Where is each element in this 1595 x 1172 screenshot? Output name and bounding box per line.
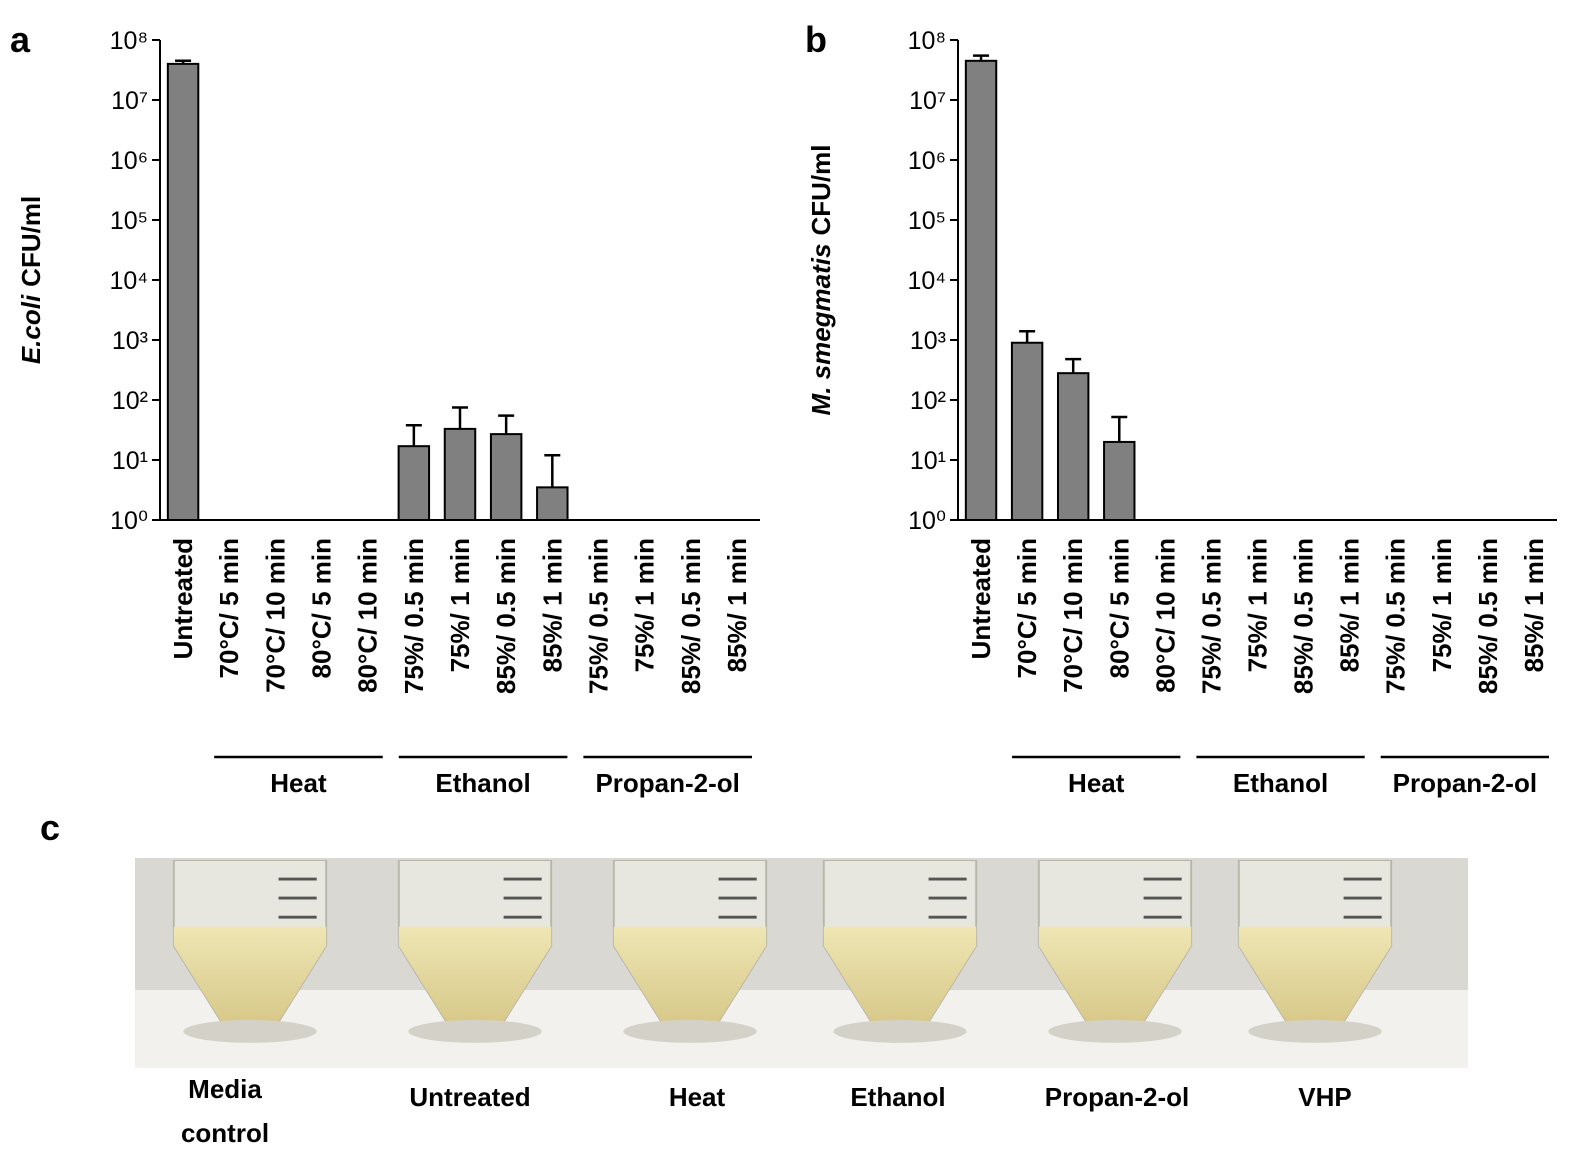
x-tick-label: 85%/ 1 min: [722, 538, 752, 672]
group-label: Ethanol: [1233, 768, 1328, 798]
x-tick-label: 75%/ 0.5 min: [1196, 538, 1226, 694]
y-axis-label: E.coli CFU/ml: [16, 196, 46, 364]
y-label-unit: CFU/ml: [16, 196, 46, 287]
y-tick-label: 10⁶: [908, 147, 946, 175]
y-tick-label: 10⁷: [111, 87, 148, 115]
y-label-species: M. smegmatis: [806, 244, 836, 416]
tube-label: Ethanol: [850, 1082, 945, 1112]
x-tick-label: 75%/ 0.5 min: [583, 538, 613, 694]
tube-label: Media control: [181, 1074, 269, 1148]
panel-label: a: [10, 19, 31, 60]
y-tick-label: 10⁷: [909, 87, 946, 115]
y-tick-label: 10⁴: [907, 267, 946, 295]
bar: [1056, 372, 1090, 522]
y-tick-label: 10²: [910, 387, 946, 415]
x-tick-label: 80°C/ 5 min: [1104, 538, 1134, 678]
x-tick-label: 80°C/ 10 min: [353, 538, 383, 693]
group-label: Propan-2-ol: [1393, 768, 1537, 798]
panel-label: b: [805, 19, 827, 60]
y-tick-label: 10⁰: [110, 507, 148, 535]
x-tick-label: 85%/ 1 min: [1335, 538, 1365, 672]
bar: [443, 427, 477, 521]
y-label-unit: CFU/ml: [806, 145, 836, 236]
x-tick-label: 75%/ 0.5 min: [399, 538, 429, 694]
x-tick-label: 85%/ 0.5 min: [1473, 538, 1503, 694]
x-tick-label: 85%/ 0.5 min: [491, 538, 521, 694]
x-tick-label: 75%/ 1 min: [445, 538, 475, 672]
x-tick-label: 70°C/ 5 min: [214, 538, 244, 678]
y-tick-label: 10³: [112, 327, 148, 355]
group-label: Propan-2-ol: [595, 768, 739, 798]
y-label-species: E.coli: [16, 294, 46, 364]
bar: [166, 62, 200, 521]
tube-label: VHP: [1298, 1082, 1351, 1112]
x-tick-label: 75%/ 0.5 min: [1381, 538, 1411, 694]
group-label: Heat: [1068, 768, 1125, 798]
y-tick-label: 10⁴: [109, 267, 148, 295]
x-tick-label: Untreated: [168, 538, 198, 659]
y-tick-label: 10⁸: [110, 27, 148, 55]
x-tick-label: 70°C/ 5 min: [1012, 538, 1042, 678]
bar: [397, 445, 431, 521]
bar: [1010, 341, 1044, 521]
x-tick-label: 70°C/ 10 min: [260, 538, 290, 693]
x-tick-label: 85%/ 0.5 min: [676, 538, 706, 694]
tube-rack: [135, 990, 1468, 1068]
x-tick-label: 85%/ 1 min: [1519, 538, 1549, 672]
bar: [964, 59, 998, 521]
bar: [536, 486, 569, 522]
x-tick-label: 70°C/ 10 min: [1058, 538, 1088, 693]
x-tick-label: 85%/ 1 min: [537, 538, 567, 672]
bar: [1103, 440, 1136, 521]
y-tick-label: 10¹: [910, 447, 946, 475]
panel-label: c: [40, 807, 60, 848]
y-tick-label: 10³: [910, 327, 946, 355]
x-tick-label: 80°C/ 5 min: [307, 538, 337, 678]
photo: [135, 858, 1468, 1068]
group-label: Heat: [270, 768, 327, 798]
tube-label-line: Media: [188, 1074, 262, 1104]
x-tick-label: 85%/ 0.5 min: [1289, 538, 1319, 694]
x-tick-label: 75%/ 1 min: [630, 538, 660, 672]
tube-label: Untreated: [409, 1082, 530, 1112]
y-tick-label: 10⁵: [110, 207, 148, 235]
y-tick-label: 10²: [112, 387, 148, 415]
y-tick-label: 10¹: [112, 447, 148, 475]
y-tick-label: 10⁰: [908, 507, 946, 535]
x-tick-label: 75%/ 1 min: [1427, 538, 1457, 672]
y-tick-label: 10⁸: [908, 27, 946, 55]
x-tick-label: 80°C/ 10 min: [1150, 538, 1180, 693]
tube-label: Propan-2-ol: [1045, 1082, 1189, 1112]
tube-label: Heat: [669, 1082, 726, 1112]
y-tick-label: 10⁶: [110, 147, 148, 175]
bar: [489, 433, 523, 521]
group-label: Ethanol: [435, 768, 530, 798]
y-axis-label: M. smegmatis CFU/ml: [806, 145, 836, 416]
y-tick-label: 10⁵: [908, 207, 946, 235]
tube-label-line: control: [181, 1118, 269, 1148]
x-tick-label: Untreated: [966, 538, 996, 659]
x-tick-label: 75%/ 1 min: [1243, 538, 1273, 672]
